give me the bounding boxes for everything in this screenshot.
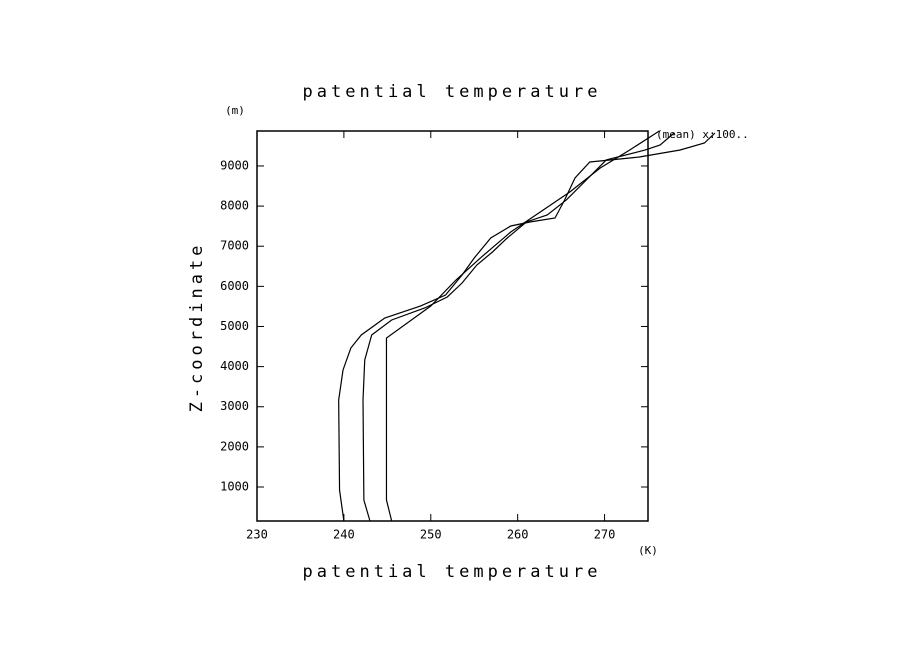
profile-line — [338, 132, 716, 522]
y-tick-label: 2000 — [220, 439, 249, 453]
y-tick-label: 4000 — [220, 359, 249, 373]
y-tick-label: 7000 — [220, 239, 249, 253]
chart-title: patential temperature — [303, 82, 602, 102]
x-unit: (K) — [638, 544, 658, 557]
annotation: (mean) x:100.. — [656, 128, 749, 141]
x-tick-label: 250 — [420, 528, 442, 542]
y-tick-label: 5000 — [220, 319, 249, 333]
profile-line — [362, 132, 675, 522]
y-tick-label: 6000 — [220, 279, 249, 293]
x-tick-label: 260 — [507, 528, 529, 542]
x-tick-label: 270 — [594, 528, 616, 542]
y-tick-label: 8000 — [220, 199, 249, 213]
y-tick-label: 1000 — [220, 480, 249, 494]
plot-frame — [256, 130, 649, 522]
y-axis-label: Z-coordinate — [187, 242, 207, 413]
x-axis-label: patential temperature — [303, 562, 602, 582]
profile-line — [385, 130, 660, 522]
x-tick-label: 240 — [333, 528, 355, 542]
y-tick-label: 9000 — [220, 158, 249, 172]
y-tick-label: 3000 — [220, 399, 249, 413]
y-unit: (m) — [225, 104, 245, 117]
x-tick-label: 230 — [246, 528, 268, 542]
